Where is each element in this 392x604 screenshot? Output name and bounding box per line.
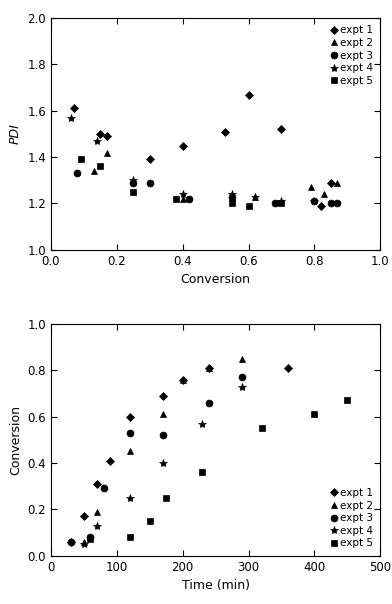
expt 2: [240, 355, 244, 362]
expt 4: [240, 383, 244, 390]
expt 5: [164, 494, 169, 501]
Line: expt 1: expt 1: [71, 91, 334, 209]
expt 4: [200, 420, 205, 427]
expt 3: [147, 179, 152, 186]
expt 3: [187, 195, 192, 202]
expt 1: [161, 392, 165, 399]
expt 1: [246, 91, 251, 98]
Line: expt 5: expt 5: [87, 397, 350, 542]
expt 5: [88, 536, 93, 543]
expt 2: [207, 364, 211, 371]
expt 1: [68, 538, 73, 545]
Y-axis label: PDI: PDI: [9, 124, 22, 144]
expt 1: [223, 128, 228, 135]
expt 2: [253, 193, 258, 200]
Line: expt 4: expt 4: [80, 382, 246, 548]
expt 3: [161, 432, 165, 439]
expt 5: [128, 533, 132, 541]
expt 3: [128, 429, 132, 437]
expt 5: [200, 469, 205, 476]
expt 2: [230, 193, 234, 200]
expt 3: [230, 193, 234, 200]
expt 5: [174, 195, 178, 202]
expt 5: [279, 200, 284, 207]
Line: expt 2: expt 2: [90, 149, 341, 202]
expt 1: [105, 133, 109, 140]
Line: expt 2: expt 2: [80, 355, 245, 545]
expt 5: [98, 163, 103, 170]
expt 2: [180, 376, 185, 383]
expt 5: [78, 156, 83, 163]
expt 5: [345, 397, 350, 404]
expt 3: [75, 170, 80, 177]
expt 3: [240, 374, 244, 381]
expt 2: [322, 191, 327, 198]
Y-axis label: Conversion: Conversion: [9, 405, 22, 475]
expt 1: [286, 364, 290, 371]
expt 4: [161, 460, 165, 467]
expt 1: [180, 376, 185, 383]
expt 5: [131, 188, 136, 196]
expt 3: [88, 533, 93, 541]
expt 4: [312, 198, 317, 205]
expt 4: [131, 177, 136, 184]
expt 1: [82, 513, 86, 520]
expt 3: [101, 485, 106, 492]
expt 2: [105, 149, 109, 156]
expt 3: [328, 200, 333, 207]
Line: expt 1: expt 1: [67, 365, 291, 545]
expt 3: [272, 200, 277, 207]
expt 1: [72, 105, 76, 112]
expt 4: [180, 191, 185, 198]
X-axis label: Time (min): Time (min): [181, 579, 250, 592]
Legend: expt 1, expt 2, expt 3, expt 4, expt 5: expt 1, expt 2, expt 3, expt 4, expt 5: [327, 24, 375, 88]
X-axis label: Conversion: Conversion: [181, 273, 250, 286]
expt 4: [82, 541, 86, 548]
Line: expt 5: expt 5: [78, 156, 285, 209]
expt 1: [207, 364, 211, 371]
expt 1: [319, 202, 323, 210]
expt 3: [131, 179, 136, 186]
expt 1: [128, 413, 132, 420]
expt 1: [98, 130, 103, 138]
expt 2: [95, 508, 100, 515]
expt 1: [279, 126, 284, 133]
expt 5: [246, 202, 251, 210]
Line: expt 4: expt 4: [67, 114, 319, 205]
expt 3: [68, 538, 73, 545]
expt 4: [230, 191, 234, 198]
expt 5: [260, 425, 264, 432]
expt 4: [95, 522, 100, 529]
expt 5: [312, 411, 317, 418]
expt 5: [147, 517, 152, 524]
expt 2: [91, 167, 96, 175]
expt 2: [82, 538, 86, 545]
expt 2: [128, 448, 132, 455]
expt 2: [161, 411, 165, 418]
expt 4: [253, 193, 258, 200]
expt 3: [312, 198, 317, 205]
expt 4: [279, 198, 284, 205]
expt 1: [95, 480, 100, 487]
Line: expt 3: expt 3: [74, 170, 341, 207]
expt 4: [95, 137, 100, 144]
expt 1: [328, 179, 333, 186]
expt 1: [147, 156, 152, 163]
expt 4: [128, 494, 132, 501]
expt 1: [180, 142, 185, 149]
expt 2: [180, 195, 185, 202]
expt 5: [230, 200, 234, 207]
Legend: expt 1, expt 2, expt 3, expt 4, expt 5: expt 1, expt 2, expt 3, expt 4, expt 5: [327, 486, 375, 550]
expt 1: [108, 457, 113, 464]
expt 3: [207, 399, 211, 406]
expt 2: [335, 179, 340, 186]
expt 4: [68, 114, 73, 121]
expt 2: [309, 184, 314, 191]
expt 3: [335, 200, 340, 207]
Line: expt 3: expt 3: [67, 374, 245, 545]
